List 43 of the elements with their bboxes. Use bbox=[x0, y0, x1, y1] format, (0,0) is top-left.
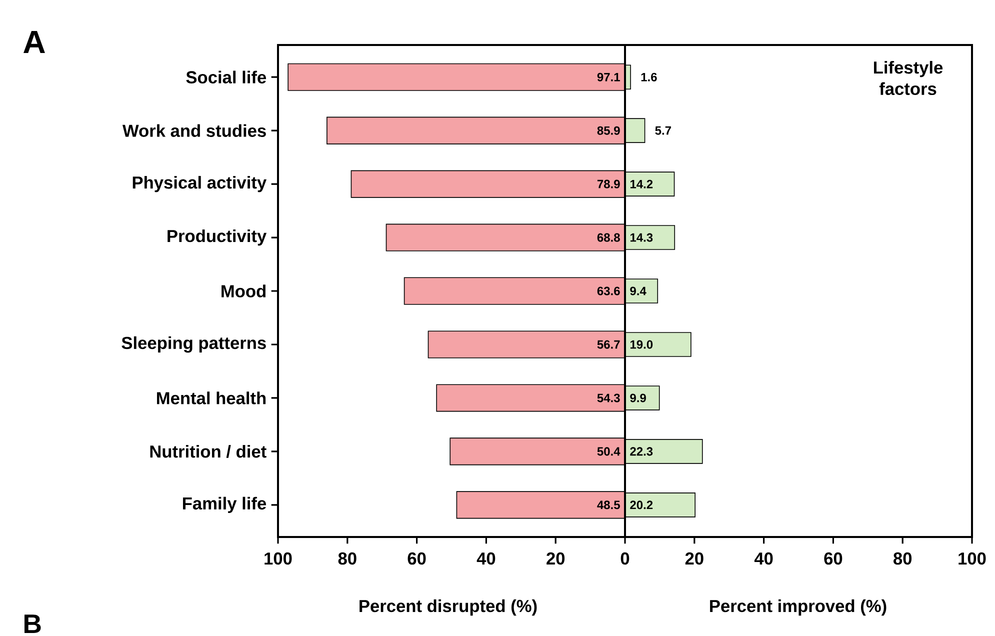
x-tick-label: 0 bbox=[620, 552, 630, 565]
x-tick-label: 60 bbox=[408, 552, 426, 565]
x-tick-label: 20 bbox=[546, 552, 565, 565]
data-label: 54.3 bbox=[597, 394, 620, 402]
y-tick-label: Work and studies bbox=[122, 124, 266, 137]
data-label: 14.2 bbox=[630, 180, 653, 188]
data-label: 48.5 bbox=[597, 500, 620, 510]
data-label: 56.7 bbox=[597, 340, 620, 349]
y-tick-label: Mental health bbox=[157, 392, 266, 404]
data-label: 63.6 bbox=[597, 286, 620, 296]
x-tick-label: 100 bbox=[264, 552, 292, 565]
x-tick-label: 60 bbox=[824, 552, 842, 565]
x-tick-label: 40 bbox=[754, 552, 773, 565]
text: A bbox=[24, 30, 45, 54]
data-label: 78.9 bbox=[597, 180, 620, 188]
data-label: 1.6 bbox=[641, 72, 657, 82]
y-tick-label: Sleeping patterns bbox=[122, 336, 266, 353]
x-tick-label: 100 bbox=[958, 552, 986, 565]
data-label: 50.4 bbox=[597, 447, 620, 456]
data-label: 5.7 bbox=[655, 126, 671, 135]
text: Percent disrupted (%) bbox=[360, 599, 537, 616]
data-label: 22.3 bbox=[630, 447, 653, 456]
data-label: 20.2 bbox=[630, 500, 653, 510]
data-label: 9.9 bbox=[630, 394, 646, 402]
x-tick-label: 40 bbox=[476, 552, 496, 565]
x-tick-label: 80 bbox=[894, 552, 912, 565]
data-label: 14.3 bbox=[630, 233, 653, 242]
x-tick-label: 20 bbox=[685, 552, 704, 565]
x-tick-label: 80 bbox=[338, 552, 356, 565]
text: B bbox=[24, 614, 41, 633]
text: Percent improved (%) bbox=[710, 599, 886, 616]
data-label: 85.9 bbox=[597, 126, 620, 135]
data-label: 19.0 bbox=[630, 340, 653, 349]
y-tick-label: Social life bbox=[186, 70, 266, 84]
annotation: Lifestyle factors bbox=[874, 60, 943, 96]
y-tick-label: Physical activity bbox=[132, 176, 267, 192]
data-label: 68.8 bbox=[597, 233, 620, 242]
y-tick-label: Mood bbox=[222, 284, 266, 298]
data-label: 97.1 bbox=[597, 72, 620, 82]
y-tick-label: Nutrition / diet bbox=[150, 444, 266, 458]
y-tick-label: Productivity bbox=[168, 229, 267, 246]
data-label: 9.4 bbox=[630, 286, 646, 296]
y-tick-label: Family life bbox=[183, 496, 266, 513]
